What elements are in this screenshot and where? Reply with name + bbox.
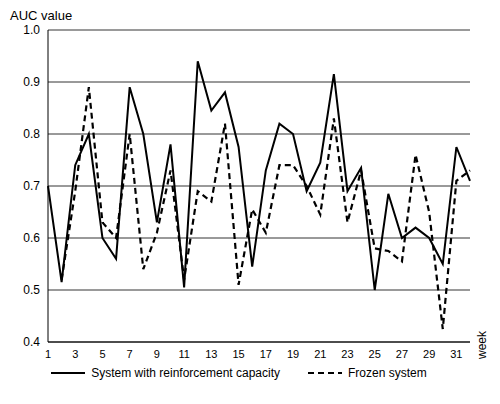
- svg-text:9: 9: [154, 348, 160, 360]
- svg-text:29: 29: [423, 348, 435, 360]
- svg-text:7: 7: [127, 348, 133, 360]
- svg-text:5: 5: [99, 348, 105, 360]
- svg-text:3: 3: [72, 348, 78, 360]
- svg-text:0.7: 0.7: [23, 179, 40, 193]
- svg-text:19: 19: [287, 348, 299, 360]
- svg-text:17: 17: [260, 348, 272, 360]
- svg-text:0.8: 0.8: [23, 127, 40, 141]
- html-text:Frozen system: Frozen system: [348, 366, 427, 380]
- svg-text:31: 31: [450, 348, 462, 360]
- svg-text:25: 25: [369, 348, 381, 360]
- svg-text:1: 1: [45, 348, 51, 360]
- svg-text:11: 11: [178, 348, 189, 360]
- svg-text:0.5: 0.5: [23, 283, 40, 297]
- svg-text:0.9: 0.9: [23, 75, 40, 89]
- svg-text:21: 21: [314, 348, 326, 360]
- svg-text:0.6: 0.6: [23, 231, 40, 245]
- svg-text:27: 27: [396, 348, 408, 360]
- html-text:System with reinforcement capa: System with reinforcement capacity: [91, 366, 280, 380]
- svg-text:13: 13: [205, 348, 217, 360]
- svg-text:15: 15: [232, 348, 244, 360]
- svg-text:23: 23: [341, 348, 353, 360]
- svg-text:0.4: 0.4: [23, 335, 40, 349]
- html-text:AUC value: AUC value: [10, 8, 73, 23]
- svg-text:1.0: 1.0: [23, 23, 40, 37]
- html-text:week: week: [475, 331, 489, 359]
